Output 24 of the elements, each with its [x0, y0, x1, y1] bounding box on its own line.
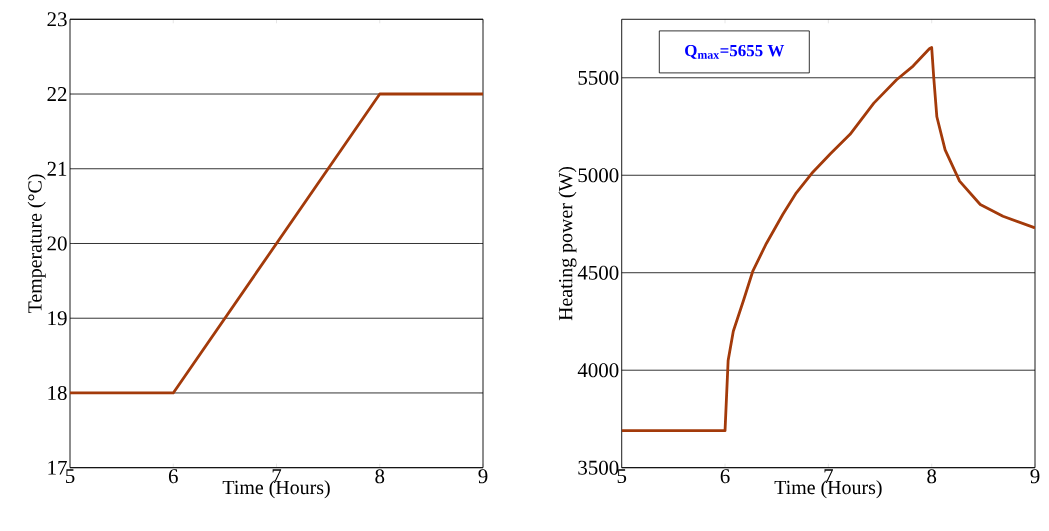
- x-tick-label: 9: [478, 469, 488, 484]
- y-axis-title: Temperature (°C): [27, 174, 46, 314]
- x-tick-label: 6: [168, 469, 178, 484]
- y-tick-label: 4500: [577, 265, 619, 280]
- x-tick-label: 9: [1030, 469, 1040, 484]
- x-tick-label: 6: [720, 469, 730, 484]
- y-tick-label: 5500: [578, 70, 619, 85]
- y-tick-label: 20: [47, 236, 67, 251]
- annotation: Q$_{max}$=5655 W: [685, 44, 785, 59]
- y-tick-label: 23: [47, 12, 67, 27]
- y-tick-label: 4000: [577, 363, 619, 378]
- y-tick-label: 21: [47, 161, 67, 176]
- y-tick-label: 18: [48, 385, 67, 401]
- y-tick-label: 19: [48, 311, 67, 326]
- y-tick-label: 22: [47, 87, 67, 101]
- y-tick-label: 5000: [578, 168, 619, 183]
- y-tick-label: 3500: [578, 460, 619, 475]
- x-tick-label: 8: [927, 469, 937, 484]
- x-tick-label: 8: [375, 469, 385, 484]
- y-axis-title: Heating power (W): [558, 166, 577, 321]
- x-tick-label: 5: [66, 469, 75, 484]
- line-series: [621, 46, 1036, 433]
- x-tick-label: 5: [617, 469, 627, 484]
- y-tick-label: 17: [48, 460, 67, 475]
